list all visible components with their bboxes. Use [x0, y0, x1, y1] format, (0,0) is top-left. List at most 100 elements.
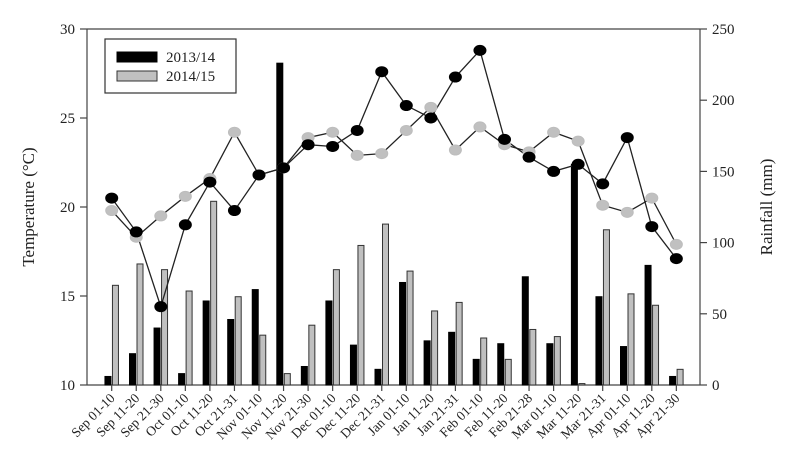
- temperature-marker-2014-15: [105, 205, 119, 217]
- right-tick-label: 100: [712, 236, 735, 252]
- temperature-marker-2014-15: [448, 144, 462, 156]
- temperature-marker-2014-15: [326, 126, 340, 138]
- rainfall-bar-2013-14: [349, 344, 357, 386]
- temperature-marker-2014-15: [178, 190, 192, 202]
- temperature-marker-2014-15: [350, 149, 364, 161]
- temperature-marker-2013-14: [448, 71, 462, 83]
- rainfall-bar-2014-15: [259, 334, 267, 386]
- rainfall-bar-2013-14: [448, 331, 456, 386]
- temperature-marker-2013-14: [399, 100, 413, 112]
- rainfall-bar-2013-14: [472, 358, 480, 386]
- temperature-marker-2014-15: [154, 210, 168, 222]
- rainfall-bar-2014-15: [357, 244, 365, 386]
- rainfall-bar-2014-15: [406, 270, 414, 386]
- rainfall-bar-2014-15: [602, 229, 610, 386]
- temperature-marker-2013-14: [252, 169, 266, 181]
- left-tick-label: 20: [60, 200, 75, 216]
- rainfall-bar-2013-14: [178, 373, 186, 386]
- rainfall-bar-2013-14: [374, 368, 382, 386]
- rainfall-bar-2014-15: [111, 284, 119, 386]
- rainfall-bar-2013-14: [227, 318, 235, 386]
- rainfall-bar-2013-14: [423, 340, 431, 386]
- left-tick-label: 30: [60, 22, 75, 38]
- rainfall-bar-2014-15: [529, 328, 537, 386]
- rainfall-bar-2013-14: [570, 163, 578, 386]
- left-axis-title: Temperature (°C): [19, 147, 38, 266]
- temperature-marker-2013-14: [350, 124, 364, 136]
- legend-swatch-2013-14: [116, 51, 158, 63]
- legend-box: [104, 38, 237, 94]
- temperature-marker-2013-14: [154, 301, 168, 313]
- rainfall-bar-2013-14: [669, 375, 677, 386]
- rainfall-bar-2013-14: [620, 346, 627, 386]
- temperature-lines: [105, 44, 683, 313]
- right-tick-label: 250: [712, 22, 735, 38]
- right-tick-label: 200: [712, 93, 735, 109]
- left-tick-label: 10: [60, 378, 75, 394]
- temperature-marker-2013-14: [129, 226, 143, 238]
- left-tick-label: 25: [60, 111, 75, 127]
- rainfall-bar-2013-14: [644, 264, 652, 386]
- temperature-marker-2014-15: [571, 135, 585, 147]
- temperature-marker-2013-14: [227, 205, 241, 217]
- rainfall-bar-2013-14: [399, 281, 407, 386]
- right-tick-label: 50: [712, 307, 727, 323]
- rainfall-bar-2014-15: [210, 200, 218, 386]
- rainfall-bar-2014-15: [382, 223, 389, 386]
- rainfall-bar-2013-14: [104, 375, 112, 386]
- temperature-marker-2014-15: [620, 206, 634, 218]
- left-tick-label: 15: [60, 289, 75, 305]
- rainfall-bars: [104, 62, 684, 386]
- temperature-marker-2013-14: [105, 192, 119, 204]
- temperature-marker-2014-15: [399, 124, 413, 136]
- temperature-marker-2013-14: [571, 158, 585, 170]
- temperature-marker-2014-15: [669, 238, 683, 250]
- temperature-marker-2014-15: [424, 101, 438, 113]
- rainfall-bar-2013-14: [202, 300, 210, 386]
- temperature-marker-2014-15: [645, 192, 659, 204]
- temperature-marker-2013-14: [547, 165, 561, 177]
- legend-label-2014-15: 2014/15: [166, 69, 215, 85]
- right-tick-label: 150: [712, 164, 735, 180]
- temperature-marker-2013-14: [669, 253, 683, 265]
- legend-label-2013-14: 2013/14: [166, 50, 216, 66]
- rainfall-bar-2014-15: [578, 383, 586, 386]
- temperature-marker-2013-14: [596, 178, 610, 190]
- temperature-marker-2013-14: [424, 112, 438, 124]
- rainfall-bar-2014-15: [308, 324, 316, 386]
- rainfall-bar-2013-14: [521, 276, 529, 386]
- temperature-marker-2014-15: [596, 199, 610, 211]
- rainfall-bar-2014-15: [136, 263, 144, 386]
- temperature-marker-2013-14: [203, 176, 217, 188]
- temperature-marker-2013-14: [375, 66, 389, 78]
- rainfall-bar-2014-15: [332, 269, 340, 386]
- rainfall-bar-2013-14: [497, 343, 505, 386]
- rainfall-bar-2014-15: [185, 290, 193, 386]
- rainfall-bar-2013-14: [129, 353, 136, 386]
- rainfall-bar-2014-15: [455, 301, 463, 386]
- rainfall-bar-2013-14: [595, 296, 603, 386]
- rainfall-bar-2014-15: [652, 304, 660, 386]
- rainfall-bar-2014-15: [504, 358, 512, 386]
- rainfall-bar-2014-15: [283, 373, 291, 386]
- rainfall-bar-2014-15: [480, 337, 488, 386]
- temperature-marker-2013-14: [178, 219, 192, 231]
- rainfall-bar-2013-14: [325, 300, 333, 386]
- rainfall-bar-2013-14: [276, 62, 284, 386]
- temperature-marker-2014-15: [375, 148, 389, 160]
- rainfall-bar-2014-15: [676, 368, 684, 386]
- rainfall-bar-2014-15: [234, 296, 242, 386]
- rainfall-bar-2014-15: [627, 293, 635, 386]
- rainfall-bar-2013-14: [546, 343, 554, 386]
- rainfall-bar-2013-14: [300, 365, 308, 386]
- temperature-marker-2014-15: [547, 126, 561, 138]
- rainfall-bar-2013-14: [251, 289, 259, 386]
- right-axis-title: Rainfall (mm): [757, 159, 776, 256]
- rainfall-bar-2014-15: [431, 310, 439, 386]
- right-tick-label: 0: [712, 378, 720, 394]
- temperature-marker-2013-14: [473, 44, 487, 56]
- temperature-marker-2013-14: [645, 221, 659, 233]
- temperature-marker-2013-14: [522, 151, 536, 163]
- temperature-marker-2014-15: [227, 126, 241, 138]
